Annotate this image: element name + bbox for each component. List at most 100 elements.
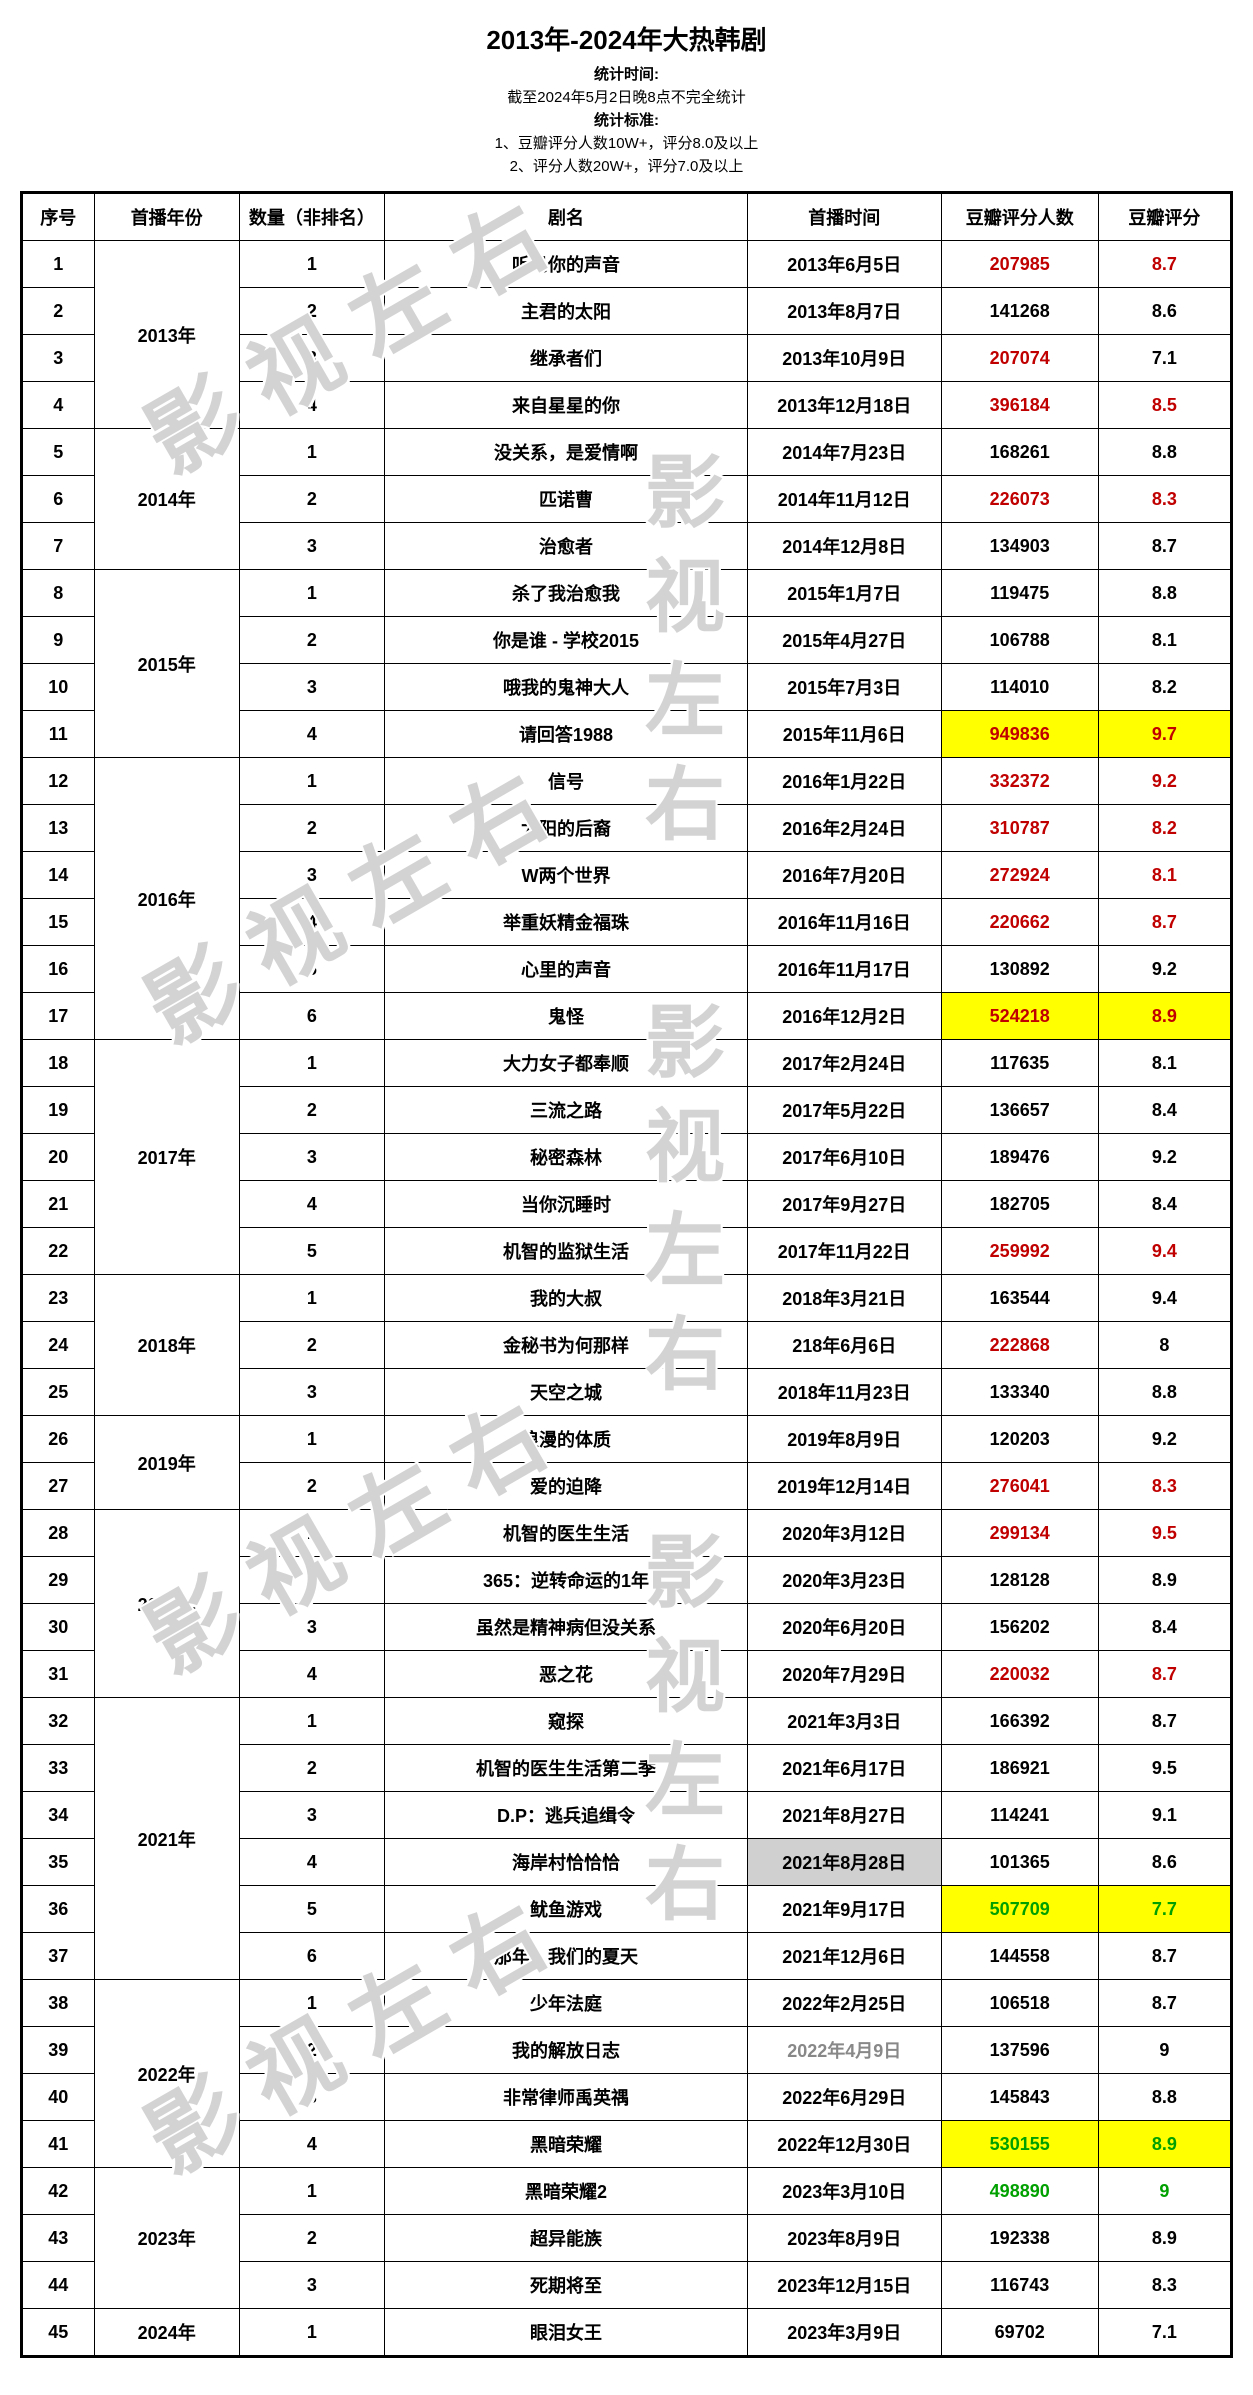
cell-seq: 3 — [22, 335, 95, 382]
cell-date: 2023年8月9日 — [747, 2215, 941, 2262]
cell-seq: 17 — [22, 993, 95, 1040]
cell-count: 145843 — [941, 2074, 1098, 2121]
cell-count: 106518 — [941, 1980, 1098, 2027]
col-date: 首播时间 — [747, 193, 941, 241]
cell-count: 120203 — [941, 1416, 1098, 1463]
cell-seq: 8 — [22, 570, 95, 617]
cell-drama-name: 海岸村恰恰恰 — [384, 1839, 747, 1886]
cell-date: 2016年1月22日 — [747, 758, 941, 805]
cell-drama-name: 匹诺曹 — [384, 476, 747, 523]
cell-num: 3 — [239, 2074, 384, 2121]
cell-seq: 16 — [22, 946, 95, 993]
cell-drama-name: 哦我的鬼神大人 — [384, 664, 747, 711]
cell-year: 2014年 — [94, 429, 239, 570]
table-row: 52014年1没关系，是爱情啊2014年7月23日1682618.8 — [22, 429, 1232, 476]
cell-num: 1 — [239, 1275, 384, 1322]
cell-score: 9.7 — [1098, 711, 1231, 758]
cell-seq: 20 — [22, 1134, 95, 1181]
cell-date: 2022年12月30日 — [747, 2121, 941, 2168]
cell-seq: 30 — [22, 1604, 95, 1651]
cell-date: 2021年3月3日 — [747, 1698, 941, 1745]
cell-score: 8.3 — [1098, 476, 1231, 523]
cell-score: 8.9 — [1098, 993, 1231, 1040]
cell-num: 4 — [239, 1839, 384, 1886]
cell-date: 2021年12月6日 — [747, 1933, 941, 1980]
table-body: 12013年1听见你的声音2013年6月5日2079858.722主君的太阳20… — [22, 241, 1232, 2357]
cell-drama-name: 鱿鱼游戏 — [384, 1886, 747, 1933]
cell-num: 4 — [239, 1651, 384, 1698]
cell-num: 1 — [239, 1698, 384, 1745]
cell-drama-name: 秘密森林 — [384, 1134, 747, 1181]
cell-date: 2016年2月24日 — [747, 805, 941, 852]
cell-date: 2021年9月17日 — [747, 1886, 941, 1933]
cell-date: 2020年3月23日 — [747, 1557, 941, 1604]
cell-date: 2020年3月12日 — [747, 1510, 941, 1557]
cell-date: 2016年11月16日 — [747, 899, 941, 946]
cell-date: 2019年12月14日 — [747, 1463, 941, 1510]
cell-drama-name: W两个世界 — [384, 852, 747, 899]
cell-count: 130892 — [941, 946, 1098, 993]
cell-num: 1 — [239, 1040, 384, 1087]
table-row: 122016年1信号2016年1月22日3323729.2 — [22, 758, 1232, 805]
cell-date: 2016年11月17日 — [747, 946, 941, 993]
cell-date: 2015年1月7日 — [747, 570, 941, 617]
cell-num: 3 — [239, 1792, 384, 1839]
cell-drama-name: 没关系，是爱情啊 — [384, 429, 747, 476]
cell-num: 1 — [239, 1416, 384, 1463]
cell-date: 2017年9月27日 — [747, 1181, 941, 1228]
cell-date: 2022年2月25日 — [747, 1980, 941, 2027]
cell-score: 8.9 — [1098, 1557, 1231, 1604]
cell-drama-name: 超异能族 — [384, 2215, 747, 2262]
cell-date: 2017年2月24日 — [747, 1040, 941, 1087]
cell-seq: 11 — [22, 711, 95, 758]
cell-num: 4 — [239, 899, 384, 946]
cell-count: 949836 — [941, 711, 1098, 758]
cell-date: 2015年7月3日 — [747, 664, 941, 711]
cell-seq: 19 — [22, 1087, 95, 1134]
cell-seq: 7 — [22, 523, 95, 570]
cell-count: 192338 — [941, 2215, 1098, 2262]
cell-score: 8 — [1098, 1322, 1231, 1369]
cell-score: 9.1 — [1098, 1792, 1231, 1839]
cell-drama-name: 举重妖精金福珠 — [384, 899, 747, 946]
cell-seq: 9 — [22, 617, 95, 664]
cell-score: 8.6 — [1098, 1839, 1231, 1886]
cell-seq: 37 — [22, 1933, 95, 1980]
cell-year: 2023年 — [94, 2168, 239, 2309]
page-title: 2013年-2024年大热韩剧 — [20, 20, 1233, 57]
cell-date: 2013年6月5日 — [747, 241, 941, 288]
cell-count: 137596 — [941, 2027, 1098, 2074]
cell-num: 2 — [239, 288, 384, 335]
cell-score: 8.5 — [1098, 382, 1231, 429]
cell-num: 2 — [239, 805, 384, 852]
cell-drama-name: 窥探 — [384, 1698, 747, 1745]
cell-num: 1 — [239, 429, 384, 476]
cell-drama-name: 治愈者 — [384, 523, 747, 570]
cell-score: 8.8 — [1098, 429, 1231, 476]
cell-date: 2020年6月20日 — [747, 1604, 941, 1651]
table-head: 序号 首播年份 数量（非排名） 剧名 首播时间 豆瓣评分人数 豆瓣评分 — [22, 193, 1232, 241]
cell-score: 9.4 — [1098, 1228, 1231, 1275]
cell-count: 498890 — [941, 2168, 1098, 2215]
cell-score: 8.1 — [1098, 852, 1231, 899]
cell-num: 1 — [239, 570, 384, 617]
cell-score: 8.4 — [1098, 1087, 1231, 1134]
cell-score: 8.7 — [1098, 1933, 1231, 1980]
cell-seq: 45 — [22, 2309, 95, 2357]
cell-drama-name: 非常律师禹英禑 — [384, 2074, 747, 2121]
cell-seq: 42 — [22, 2168, 95, 2215]
table-row: 82015年1杀了我治愈我2015年1月7日1194758.8 — [22, 570, 1232, 617]
cell-drama-name: 继承者们 — [384, 335, 747, 382]
cell-drama-name: 信号 — [384, 758, 747, 805]
cell-seq: 40 — [22, 2074, 95, 2121]
cell-seq: 1 — [22, 241, 95, 288]
cell-seq: 15 — [22, 899, 95, 946]
cell-year: 2019年 — [94, 1416, 239, 1510]
cell-score: 9.2 — [1098, 946, 1231, 993]
cell-seq: 5 — [22, 429, 95, 476]
cell-seq: 18 — [22, 1040, 95, 1087]
cell-num: 3 — [239, 2262, 384, 2309]
cell-drama-name: 金秘书为何那样 — [384, 1322, 747, 1369]
table-row: 422023年1黑暗荣耀22023年3月10日4988909 — [22, 2168, 1232, 2215]
cell-date: 2013年8月7日 — [747, 288, 941, 335]
